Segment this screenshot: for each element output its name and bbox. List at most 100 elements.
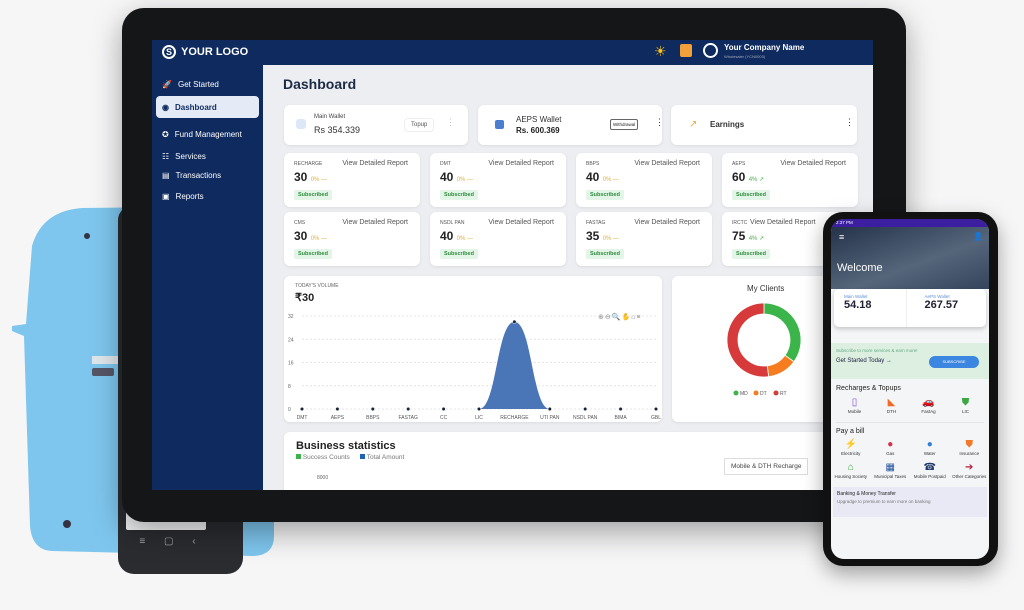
smartphone: 2:37 PM ≡ 👤 Welcome Main Wallet 54.18 AeP… bbox=[823, 212, 998, 566]
service-electricity[interactable]: ⚡ Electricity bbox=[841, 439, 861, 456]
view-report-link[interactable]: View Detailed Report bbox=[750, 219, 816, 226]
slice-md[interactable] bbox=[763, 302, 802, 363]
back-key-icon[interactable]: ‹ bbox=[192, 536, 196, 547]
view-report-link[interactable]: View Detailed Report bbox=[342, 219, 408, 226]
more-icon[interactable]: ⋮ bbox=[446, 117, 455, 127]
sidebar-item-reports[interactable]: ▣ Reports bbox=[162, 191, 204, 201]
view-report-link[interactable]: View Detailed Report bbox=[342, 160, 408, 167]
stat-label: FASTAG bbox=[586, 220, 606, 226]
service-fastag[interactable]: 🚗 FastAg bbox=[921, 397, 936, 414]
service-mobile-postpaid[interactable]: ☎ Mobile Postpaid bbox=[913, 462, 946, 479]
sidebar-item-transactions[interactable]: ▤ Transactions bbox=[162, 170, 222, 180]
service-housing-society[interactable]: ⌂ Housing Society bbox=[834, 462, 868, 479]
chart-subtitle: ₹30 bbox=[295, 292, 315, 304]
banking-section[interactable]: Banking & Money Transfer Upgradge to pre… bbox=[833, 487, 987, 517]
view-report-link[interactable]: View Detailed Report bbox=[488, 219, 554, 226]
service-icon: ➔ bbox=[965, 462, 974, 473]
stat-label: IRCTC bbox=[732, 220, 748, 226]
view-report-link[interactable]: View Detailed Report bbox=[634, 160, 700, 167]
service-mobile[interactable]: ▯ Mobile bbox=[847, 397, 862, 414]
y-tick-label: 24 bbox=[288, 337, 294, 343]
legend-label: MD bbox=[740, 391, 748, 397]
status-badge: Subscribed bbox=[586, 190, 624, 200]
data-point-cc[interactable] bbox=[441, 406, 446, 412]
withdrawal-button[interactable]: Withdrawal bbox=[610, 119, 639, 130]
slice-rt[interactable] bbox=[726, 302, 770, 378]
data-point-bima[interactable] bbox=[618, 406, 623, 412]
sidebar-item-services[interactable]: ☷ Services bbox=[162, 151, 206, 161]
menu-key-icon[interactable]: ≡ bbox=[139, 536, 146, 547]
logo-text: YOUR LOGO bbox=[181, 46, 249, 58]
promo-banner: Subscribe to more services & earn more! … bbox=[831, 343, 989, 379]
stat-value: 40 0% — bbox=[440, 229, 474, 243]
topup-button[interactable]: Topup bbox=[404, 118, 435, 132]
service-icon: ⌂ bbox=[847, 462, 854, 473]
service-dth[interactable]: ◣ DTH bbox=[886, 397, 897, 414]
service-gas[interactable]: ● Gas bbox=[886, 439, 895, 456]
top-bar: S YOUR LOGO ☀ Your Company Name Wholesal… bbox=[152, 40, 873, 65]
gift-icon[interactable] bbox=[680, 44, 692, 57]
data-point-uti-pan[interactable] bbox=[547, 406, 552, 412]
earnings-chart-icon: ↗ bbox=[689, 119, 698, 130]
chart-title: TODAY'S VOLUME bbox=[295, 283, 339, 289]
stat-card-fastag: FASTAG View Detailed Report 35 0% — Subscri… bbox=[576, 212, 712, 266]
volume-area bbox=[302, 321, 656, 409]
view-report-link[interactable]: View Detailed Report bbox=[488, 160, 554, 167]
menu-icon[interactable]: ≡ bbox=[839, 232, 845, 242]
subscribe-button[interactable]: SUBSCRIBE bbox=[929, 356, 979, 368]
service-icon: ● bbox=[887, 439, 894, 450]
data-point-dmt[interactable] bbox=[299, 406, 305, 412]
view-report-link[interactable]: View Detailed Report bbox=[780, 160, 846, 167]
sidebar-item-get-started[interactable]: 🚀 Get Started bbox=[162, 79, 219, 89]
stat-value: 30 0% — bbox=[294, 170, 328, 184]
service-other-categories[interactable]: ➔ Other Categories bbox=[952, 462, 987, 479]
data-point-lic[interactable] bbox=[476, 406, 482, 412]
service-insurance[interactable]: ⛊ Insurance bbox=[959, 439, 980, 456]
wallet-icon bbox=[296, 119, 306, 129]
dashboard-screen: S YOUR LOGO ☀ Your Company Name Wholesal… bbox=[152, 40, 873, 490]
sidebar-item-dashboard[interactable]: ◉ Dashboard bbox=[156, 96, 259, 118]
data-point-nsdl-pan[interactable] bbox=[583, 406, 588, 412]
business-title: Business statistics bbox=[296, 440, 396, 452]
view-report-link[interactable]: View Detailed Report bbox=[634, 219, 700, 226]
chart-toolbar[interactable]: ⊕⊖🔍✋⌂≡ bbox=[598, 314, 642, 321]
data-point-recharge[interactable] bbox=[512, 319, 517, 324]
stat-card-nsdl-pan: NSDL PAN View Detailed Report 40 0% — Subsc… bbox=[430, 212, 566, 266]
stat-label: NSDL PAN bbox=[440, 220, 465, 226]
home-key-icon[interactable]: ▢ bbox=[164, 536, 174, 547]
more-icon[interactable]: ⋮ bbox=[655, 117, 664, 127]
stat-value: 75 4% ↗ bbox=[732, 229, 765, 243]
phone-aeps-wallet[interactable]: AePS Wallet 267.57 bbox=[924, 294, 959, 311]
profile-icon[interactable]: 👤 bbox=[973, 232, 983, 241]
service-dropdown[interactable]: Mobile & DTH Recharge bbox=[724, 458, 809, 475]
company-name[interactable]: Your Company Name bbox=[724, 43, 805, 52]
stat-card-recharge: RECHARGE View Detailed Report 30 0% — Subsc… bbox=[284, 153, 420, 207]
stat-card-dmt: DMT View Detailed Report 40 0% — Subscribed bbox=[430, 153, 566, 207]
sidebar-item-fund-management[interactable]: ✪ Fund Management bbox=[162, 129, 242, 139]
wallet-icon bbox=[495, 120, 504, 129]
service-water[interactable]: ● Water bbox=[923, 439, 936, 456]
earnings-card: ↗ Earnings ⋮ bbox=[671, 105, 857, 145]
slice-dt[interactable] bbox=[766, 354, 795, 378]
theme-sun-icon[interactable]: ☀ bbox=[654, 43, 667, 59]
service-icon: ▯ bbox=[851, 397, 858, 408]
service-lic[interactable]: ⛊ LIC bbox=[961, 397, 970, 414]
avatar[interactable] bbox=[703, 43, 718, 58]
get-started-link[interactable]: Get Started Today → bbox=[836, 358, 892, 364]
x-tick-label: DMT bbox=[297, 415, 308, 421]
data-point-gbl[interactable] bbox=[653, 406, 659, 412]
phone-main-wallet[interactable]: Main Wallet 54.18 bbox=[834, 289, 907, 327]
x-tick-label: GBL bbox=[651, 415, 661, 421]
data-point-fastag[interactable] bbox=[406, 406, 411, 412]
y-tick-label: 16 bbox=[288, 361, 294, 367]
data-point-aeps[interactable] bbox=[335, 406, 340, 412]
legend-label: DT bbox=[760, 391, 767, 397]
data-point-bbps[interactable] bbox=[370, 406, 375, 412]
company-sub: Wholesaler (YCN0003) bbox=[724, 54, 766, 59]
more-icon[interactable]: ⋮ bbox=[845, 117, 854, 127]
legend-marker bbox=[773, 390, 779, 396]
main-wallet-card: Main Wallet Rs 354.339 Topup ⋮ bbox=[284, 105, 468, 145]
service-municipal-taxes[interactable]: ▦ Municipal Taxes bbox=[874, 462, 907, 479]
stat-label: RECHARGE bbox=[294, 161, 323, 167]
legend-label: RT bbox=[780, 391, 787, 397]
